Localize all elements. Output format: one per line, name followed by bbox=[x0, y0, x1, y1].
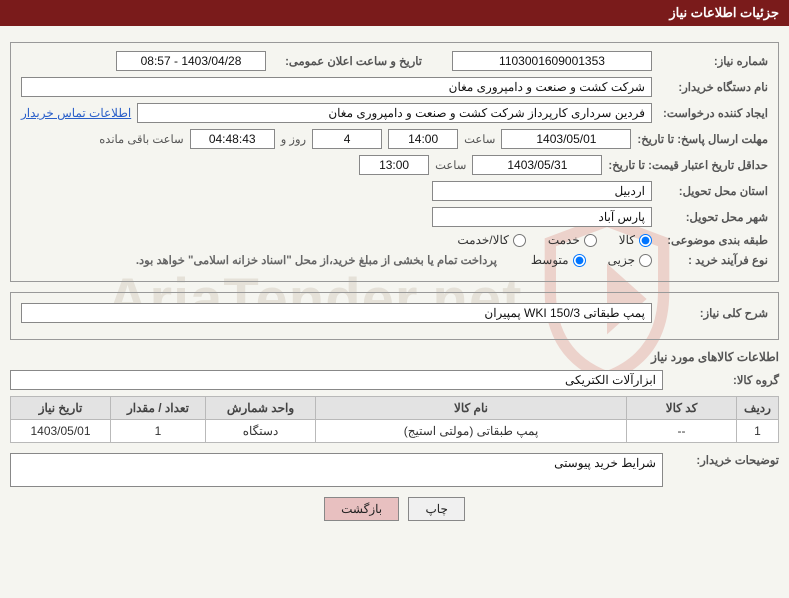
requester-label: ایجاد کننده درخواست: bbox=[658, 106, 768, 120]
description-section: شرح کلی نیاز: پمپ طبقاتی WKI 150/3 پمپیر… bbox=[10, 292, 779, 340]
process-option-1[interactable]: متوسط bbox=[531, 253, 586, 267]
description-label: شرح کلی نیاز: bbox=[658, 306, 768, 320]
description-value: پمپ طبقاتی WKI 150/3 پمپیران bbox=[21, 303, 652, 323]
contact-link[interactable]: اطلاعات تماس خریدار bbox=[21, 106, 131, 120]
process-radio-1[interactable] bbox=[573, 254, 586, 267]
group-value: ابزارآلات الکتریکی bbox=[10, 370, 663, 390]
province-value: اردبیل bbox=[432, 181, 652, 201]
th-name: نام کالا bbox=[316, 397, 627, 420]
th-unit: واحد شمارش bbox=[206, 397, 316, 420]
process-radio-0[interactable] bbox=[639, 254, 652, 267]
validity-label: حداقل تاریخ اعتبار قیمت: تا تاریخ: bbox=[608, 158, 768, 172]
items-table: ردیف کد کالا نام کالا واحد شمارش تعداد /… bbox=[10, 396, 779, 443]
deadline-days: 4 bbox=[312, 129, 382, 149]
th-qty: تعداد / مقدار bbox=[111, 397, 206, 420]
deadline-remain-label: ساعت باقی مانده bbox=[99, 132, 183, 146]
items-section-title: اطلاعات کالاهای مورد نیاز bbox=[10, 350, 779, 364]
category-option-0[interactable]: کالا bbox=[619, 233, 652, 247]
button-bar: چاپ بازگشت bbox=[0, 497, 789, 521]
need-number-label: شماره نیاز: bbox=[658, 54, 768, 68]
announce-label: تاریخ و ساعت اعلان عمومی: bbox=[272, 54, 422, 68]
group-label: گروه کالا: bbox=[669, 373, 779, 387]
process-radio-group: جزیی متوسط bbox=[531, 253, 652, 267]
buyer-notes-value: شرایط خرید پیوستی bbox=[10, 453, 663, 487]
print-button[interactable]: چاپ bbox=[408, 497, 464, 521]
details-form: شماره نیاز: 1103001609001353 تاریخ و ساع… bbox=[10, 42, 779, 282]
deadline-label: مهلت ارسال پاسخ: تا تاریخ: bbox=[637, 132, 768, 146]
deadline-date: 1403/05/01 bbox=[501, 129, 631, 149]
announce-value: 1403/04/28 - 08:57 bbox=[116, 51, 266, 71]
need-number-value: 1103001609001353 bbox=[452, 51, 652, 71]
deadline-time: 14:00 bbox=[388, 129, 458, 149]
buyer-org-value: شرکت کشت و صنعت و دامپروری مغان bbox=[21, 77, 652, 97]
table-row: 1 -- پمپ طبقاتی (مولتی استیج) دستگاه 1 1… bbox=[11, 420, 779, 443]
th-code: کد کالا bbox=[627, 397, 737, 420]
city-label: شهر محل تحویل: bbox=[658, 210, 768, 224]
process-option-0[interactable]: جزیی bbox=[608, 253, 652, 267]
deadline-remain: 04:48:43 bbox=[190, 129, 275, 149]
buyer-notes-label: توضیحات خریدار: bbox=[669, 453, 779, 467]
city-value: پارس آباد bbox=[432, 207, 652, 227]
category-radio-0[interactable] bbox=[639, 234, 652, 247]
category-radio-group: کالا خدمت کالا/خدمت bbox=[457, 233, 652, 247]
category-option-2[interactable]: کالا/خدمت bbox=[457, 233, 525, 247]
validity-time: 13:00 bbox=[359, 155, 429, 175]
requester-value: فردین سرداری کارپرداز شرکت کشت و صنعت و … bbox=[137, 103, 652, 123]
process-label: نوع فرآیند خرید : bbox=[658, 253, 768, 267]
category-label: طبقه بندی موضوعی: bbox=[658, 233, 768, 247]
deadline-days-label: روز و bbox=[281, 132, 306, 146]
buyer-org-label: نام دستگاه خریدار: bbox=[658, 80, 768, 94]
process-note: پرداخت تمام یا بخشی از مبلغ خرید،از محل … bbox=[136, 253, 497, 267]
th-date: تاریخ نیاز bbox=[11, 397, 111, 420]
page-title: جزئیات اطلاعات نیاز bbox=[669, 5, 779, 20]
category-radio-1[interactable] bbox=[584, 234, 597, 247]
deadline-time-label: ساعت bbox=[464, 132, 495, 146]
page-title-bar: جزئیات اطلاعات نیاز bbox=[0, 0, 789, 26]
th-row: ردیف bbox=[737, 397, 779, 420]
category-radio-2[interactable] bbox=[513, 234, 526, 247]
category-option-1[interactable]: خدمت bbox=[548, 233, 597, 247]
back-button[interactable]: بازگشت bbox=[324, 497, 399, 521]
validity-time-label: ساعت bbox=[435, 158, 466, 172]
province-label: استان محل تحویل: bbox=[658, 184, 768, 198]
validity-date: 1403/05/31 bbox=[472, 155, 602, 175]
